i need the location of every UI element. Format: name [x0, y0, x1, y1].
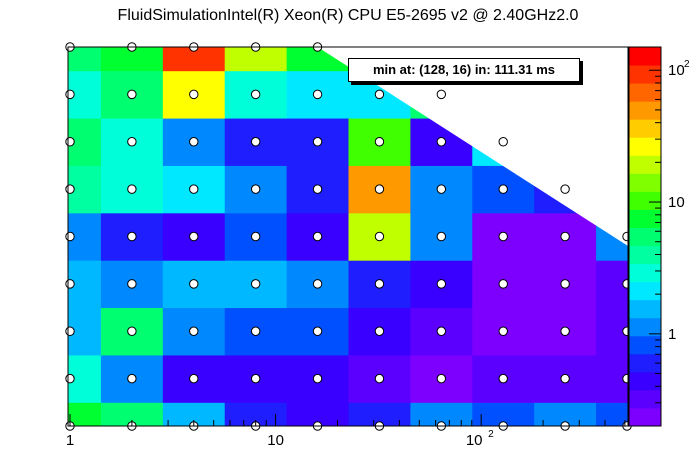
x-tick-label: 10 [267, 432, 284, 449]
data-point [374, 373, 385, 384]
colorbar-segment [629, 227, 661, 247]
colorbar-segment [629, 209, 661, 228]
data-point [250, 231, 261, 242]
empty-region [317, 47, 628, 246]
data-point [250, 137, 261, 147]
heatmap-cell [596, 402, 629, 427]
colorbar-segment [629, 101, 661, 120]
data-point [498, 373, 508, 384]
x-tick-label: 10 [466, 432, 483, 449]
data-point [436, 326, 447, 336]
data-point [65, 89, 75, 100]
data-point [374, 137, 385, 147]
data-point [374, 279, 385, 289]
data-point [65, 279, 75, 289]
data-point [498, 231, 508, 242]
colorbar-segment [629, 281, 661, 301]
colorbar-segment [629, 299, 661, 319]
colorbar-segment [629, 83, 661, 102]
data-point [250, 326, 261, 336]
data-point [374, 184, 385, 194]
data-point [312, 184, 323, 194]
colorbar-segment [629, 371, 661, 391]
data-point [498, 184, 508, 194]
data-point [498, 137, 508, 147]
plot-frame [67, 46, 629, 427]
data-point [189, 279, 199, 289]
data-point [127, 373, 137, 384]
data-point [65, 184, 75, 194]
colorbar-segment [629, 353, 661, 373]
data-point [250, 373, 261, 384]
data-point [312, 373, 323, 384]
data-point [189, 231, 199, 242]
data-point [560, 231, 570, 242]
data-point [127, 89, 137, 100]
colorbar-segment [629, 173, 661, 192]
colorbar-segment [629, 65, 661, 84]
data-point [127, 137, 137, 147]
colorbar-segment [629, 191, 661, 210]
data-point [560, 326, 570, 336]
data-point [436, 279, 447, 289]
data-point [65, 326, 75, 336]
colorbar-label: 10 [668, 62, 685, 79]
data-point [189, 137, 199, 147]
data-point [65, 137, 75, 147]
data-point [560, 373, 570, 384]
data-point [498, 279, 508, 289]
data-point [250, 89, 261, 100]
colorbar-segment [629, 155, 661, 174]
data-point [436, 373, 447, 384]
data-point [560, 184, 570, 194]
colorbar-segment [629, 317, 661, 337]
data-point [189, 373, 199, 384]
data-point [312, 89, 323, 100]
colorbar-segment [629, 389, 661, 409]
data-point [127, 279, 137, 289]
colorbar-label: 10 [668, 194, 685, 211]
data-point [312, 326, 323, 336]
data-point [127, 231, 137, 242]
chart-title: FluidSimulationIntel(R) Xeon(R) CPU E5-2… [117, 7, 579, 24]
data-point [436, 184, 447, 194]
data-point [436, 231, 447, 242]
colorbar-segment [629, 407, 661, 427]
data-point [374, 89, 385, 100]
data-point [250, 184, 261, 194]
colorbar-segment [629, 47, 661, 66]
data-point [127, 326, 137, 336]
data-point [374, 231, 385, 242]
data-point [250, 279, 261, 289]
data-point [498, 326, 508, 336]
colorbar-segment [629, 335, 661, 355]
colorbar-label-exponent: 2 [684, 59, 690, 70]
data-point [436, 89, 447, 100]
colorbar-segment [629, 137, 661, 156]
data-point [374, 326, 385, 336]
data-point [560, 279, 570, 289]
heatmap-cell [68, 47, 102, 72]
data-point [189, 89, 199, 100]
data-point [189, 326, 199, 336]
x-tick-label-exponent: 2 [488, 429, 494, 440]
colorbar-segment [629, 119, 661, 138]
data-point [312, 279, 323, 289]
colorbar-segment [629, 263, 661, 283]
data-point [189, 184, 199, 194]
data-point [65, 373, 75, 384]
colorbar-frame [628, 46, 662, 427]
heatmap-cell [68, 402, 102, 427]
x-tick-label: 1 [66, 432, 74, 449]
data-point [436, 137, 447, 147]
data-point [312, 137, 323, 147]
colorbar-label: 1 [668, 326, 676, 343]
colorbar-segment [629, 245, 661, 265]
data-point [312, 231, 323, 242]
data-point [127, 184, 137, 194]
min-annotation: min at: (128, 16) in: 111.31 ms [348, 58, 580, 82]
data-point [65, 231, 75, 242]
